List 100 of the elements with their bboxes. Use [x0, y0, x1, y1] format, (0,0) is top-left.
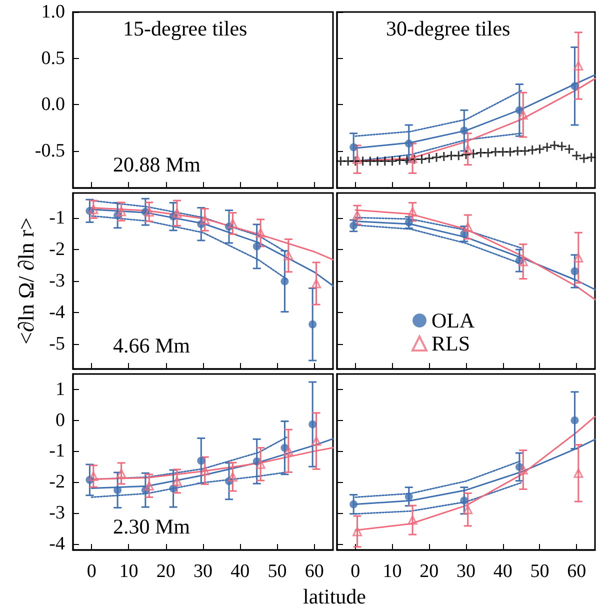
chart-title: 30-degree tiles	[386, 16, 510, 40]
point	[335, 156, 346, 166]
point	[256, 459, 266, 469]
point	[446, 150, 457, 161]
point	[453, 150, 464, 161]
point	[498, 146, 508, 158]
point	[431, 152, 442, 163]
point	[116, 206, 126, 216]
point	[424, 153, 434, 164]
y-axis-title: <∂ln Ω/ ∂ln r>	[14, 217, 38, 345]
point	[518, 110, 528, 120]
y-tick-label: -5	[49, 333, 65, 354]
point	[586, 152, 597, 163]
y-tick-label: 1.0	[41, 2, 65, 22]
point	[574, 60, 584, 70]
legend-label: OLA	[432, 308, 476, 332]
point	[408, 154, 418, 164]
point	[404, 218, 413, 227]
point	[114, 486, 122, 494]
annotation: 20.88 Mm	[113, 152, 201, 176]
y-tick-label: -1	[49, 440, 65, 462]
point	[438, 151, 450, 162]
x-tick-label: 50	[268, 561, 287, 582]
point	[463, 504, 473, 514]
point	[312, 436, 322, 446]
x-tick-label: 20	[156, 561, 176, 582]
point	[570, 82, 579, 90]
point	[468, 148, 479, 159]
x-tick-label: 10	[119, 561, 138, 582]
point	[352, 154, 362, 164]
point	[402, 154, 412, 166]
y-tick-label: -1	[49, 208, 65, 229]
y-tick-label: 0	[56, 410, 65, 431]
point	[172, 476, 182, 486]
point	[284, 446, 294, 456]
y-tick-label: -0.5	[34, 140, 65, 162]
point	[504, 146, 516, 158]
chart-title: 15-degree tiles	[123, 16, 248, 40]
point	[482, 148, 494, 158]
y-tick-label: 0.5	[41, 48, 65, 69]
point	[460, 149, 472, 160]
point	[570, 267, 579, 276]
point	[570, 416, 579, 424]
point	[197, 456, 206, 465]
point	[88, 471, 98, 481]
point	[416, 154, 428, 165]
point	[312, 278, 322, 288]
point	[200, 466, 210, 476]
y-tick-label: 1	[56, 378, 65, 400]
x-tick-label: 30	[456, 561, 476, 582]
point	[280, 277, 289, 286]
x-tick-label: 60	[304, 561, 324, 582]
x-tick-label: 50	[530, 561, 550, 582]
point	[549, 140, 560, 151]
point	[88, 204, 98, 214]
point	[144, 481, 154, 491]
point	[574, 252, 584, 262]
x-tick-label: 20	[420, 561, 439, 582]
point	[518, 464, 528, 474]
point	[144, 207, 154, 217]
y-tick-label: -2	[49, 239, 65, 260]
point	[380, 156, 390, 166]
point	[542, 142, 552, 152]
point	[252, 242, 261, 250]
point	[404, 140, 413, 148]
x-tick-label: 0	[350, 561, 360, 582]
point	[475, 148, 486, 158]
point	[387, 156, 398, 166]
point	[308, 420, 317, 428]
y-tick-label: -2	[49, 472, 65, 493]
point	[256, 228, 266, 238]
point	[228, 472, 238, 482]
point	[308, 320, 317, 328]
point	[342, 156, 354, 166]
x-axis-title: latitude	[303, 584, 366, 608]
point	[460, 126, 468, 135]
y-tick-label: -3	[49, 502, 65, 524]
annotation: 2.30 Mm	[113, 514, 190, 538]
point	[350, 500, 358, 508]
x-tick-label: 30	[194, 561, 212, 582]
point	[574, 468, 584, 478]
point	[364, 156, 376, 166]
point	[463, 144, 473, 154]
y-tick-label: 0.0	[41, 94, 65, 116]
y-tick-label: -4	[49, 302, 66, 323]
point	[527, 144, 538, 156]
point	[228, 218, 238, 228]
point	[172, 208, 182, 218]
point	[460, 496, 468, 505]
annotation: 4.66 Mm	[113, 334, 190, 358]
y-tick-label: -4	[49, 533, 66, 554]
point	[404, 492, 413, 501]
point	[518, 256, 528, 266]
point	[200, 214, 210, 224]
point	[372, 156, 383, 166]
x-tick-label: 0	[86, 561, 96, 582]
point	[358, 156, 368, 166]
point	[408, 515, 418, 525]
point	[408, 207, 418, 217]
x-tick-label: 60	[567, 561, 586, 582]
